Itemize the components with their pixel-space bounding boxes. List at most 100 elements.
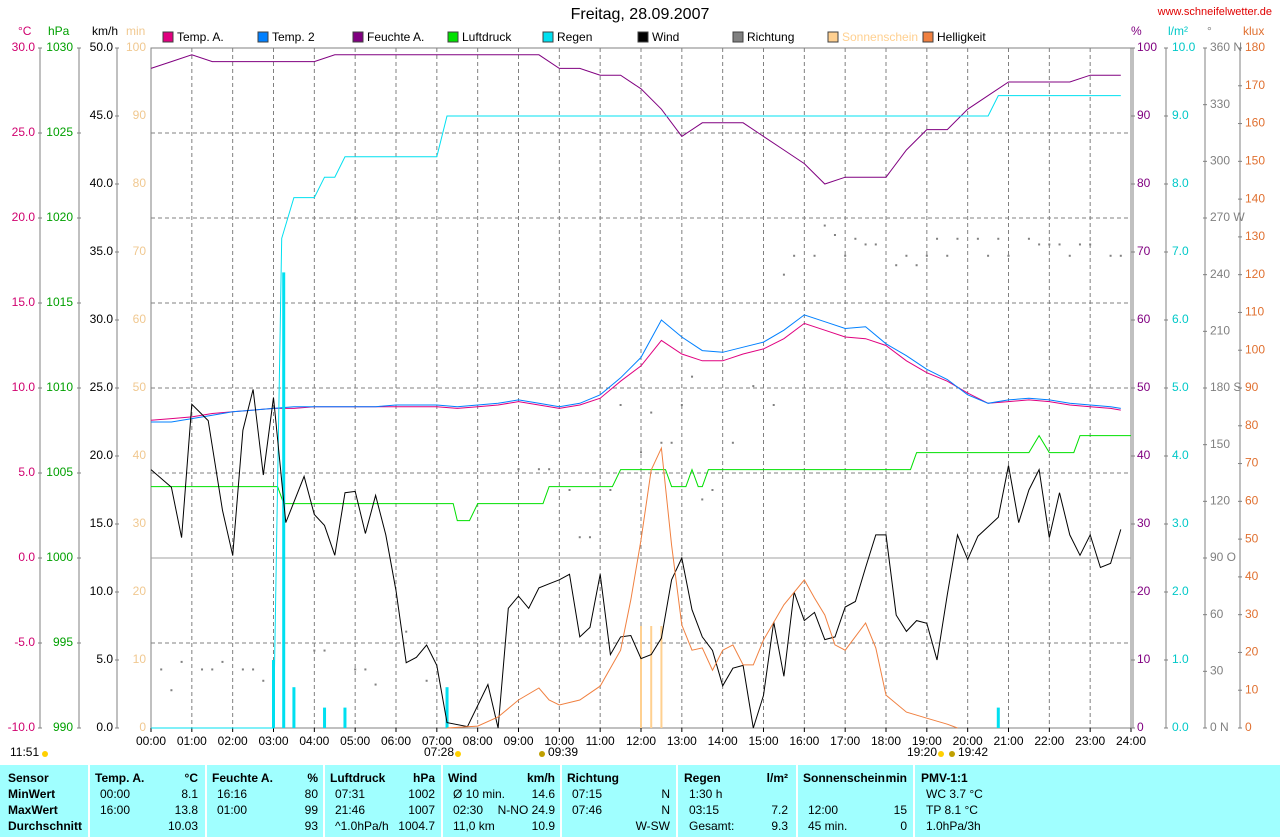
dot: [640, 451, 642, 454]
axis-tick-label: 80: [1137, 176, 1151, 190]
legend-label: Feuchte A.: [367, 30, 424, 44]
separator: [913, 765, 915, 837]
dot: [221, 660, 224, 663]
axis-tick-label: 60: [1210, 607, 1224, 621]
axis-tick-label: 90 O: [1210, 550, 1236, 564]
axis-tick-label: 360 N: [1210, 40, 1242, 54]
column-unit: hPa: [412, 771, 435, 785]
series-line: [151, 434, 1131, 522]
column-unit: km/h: [526, 771, 555, 785]
dot: [864, 243, 867, 246]
axis-tick-label: 990: [53, 720, 73, 734]
dot: [823, 224, 826, 227]
legend-label: Sonnenschein: [842, 30, 918, 44]
axis-tick-label: 15.0: [12, 295, 36, 309]
cell-value: W-SW: [635, 819, 670, 833]
sun-icon: [938, 751, 944, 757]
axis-unit: min: [126, 24, 145, 38]
axis-tick-label: 995: [53, 635, 73, 649]
x-tick-label: 10:00: [544, 734, 574, 748]
dot: [1119, 254, 1122, 257]
axis-tick-label: 100: [126, 40, 146, 54]
axis-tick-label: 150: [1210, 437, 1230, 451]
dot: [374, 683, 377, 686]
separator: [323, 765, 325, 837]
axis-tick-label: 90: [1137, 108, 1151, 122]
cell-value: 7.2: [771, 803, 788, 817]
axis-tick-label: 180: [1245, 40, 1265, 54]
axis-tick-label: 90: [133, 108, 147, 122]
dot: [170, 689, 173, 692]
bar: [292, 687, 296, 728]
x-tick-label: 16:00: [789, 734, 819, 748]
dot: [752, 385, 755, 388]
cell-label: 1:30 h: [689, 787, 723, 801]
cell-label: 16:00: [100, 803, 131, 817]
dot: [262, 679, 265, 682]
axis-tick-label: 40: [1137, 448, 1151, 462]
dot: [1089, 243, 1092, 246]
axis-tick-label: 0: [1245, 720, 1252, 734]
series-line: [150, 54, 1121, 185]
axis-tick-label: 1025: [46, 125, 73, 139]
axis-tick-label: 5.0: [96, 652, 113, 666]
chart-title: Freitag, 28.09.2007: [571, 6, 710, 23]
dot: [701, 498, 704, 501]
dot: [711, 489, 714, 491]
column-title: Wind: [448, 771, 478, 785]
column-title: Temp. A.: [95, 771, 145, 785]
axis-unit: l/m²: [1168, 24, 1188, 38]
column-unit: min: [885, 771, 907, 785]
axis-tick-label: 1.0: [1172, 652, 1189, 666]
sun-icon: [539, 751, 545, 757]
dot: [160, 668, 163, 671]
sun-time: 19:42: [958, 745, 988, 759]
dot: [915, 264, 918, 267]
chart: Freitag, 28.09.2007 www.schneifelwetter.…: [8, 6, 1272, 759]
axis-tick-label: 30: [133, 516, 147, 530]
axis-tick-label: 120: [1210, 494, 1230, 508]
axis-tick-label: 70: [133, 244, 147, 258]
axis-tick-label: 130: [1245, 229, 1265, 243]
sun-time: 07:28: [424, 745, 454, 759]
legend-label: Regen: [557, 30, 592, 44]
axis-tick-label: 30.0: [12, 40, 36, 54]
axis-tick-label: 45.0: [90, 108, 114, 122]
column-unit: l/m²: [766, 771, 788, 785]
axis-unit: %: [1131, 24, 1142, 38]
dot: [660, 441, 663, 444]
axis-tick-label: 0.0: [96, 720, 113, 734]
x-tick-label: 12:00: [626, 734, 656, 748]
x-tick-label: 19:00: [912, 734, 942, 748]
axis-tick-label: 30: [1137, 516, 1151, 530]
axis-tick-label: 60: [1137, 312, 1151, 326]
dot: [956, 237, 959, 240]
dot: [772, 404, 775, 406]
axis-tick-label: 80: [133, 176, 147, 190]
cell-value: 80: [304, 787, 318, 801]
axis-tick-label: 240: [1210, 267, 1230, 281]
axis-tick-label: 10.0: [1172, 40, 1196, 54]
axis-unit: °C: [18, 24, 32, 38]
column-unit: °C: [184, 771, 198, 785]
dot: [548, 468, 551, 471]
dot: [425, 679, 428, 682]
cell-label: 02:30: [453, 803, 484, 817]
axis-unit: °: [1207, 24, 1212, 38]
axis-tick-label: 150: [1245, 154, 1265, 168]
axis-tick-label: 6.0: [1172, 312, 1189, 326]
dot: [925, 254, 928, 257]
axis-tick-label: 10: [133, 652, 147, 666]
cell-label: 12:00: [808, 803, 839, 817]
axis-tick-label: 210: [1210, 324, 1230, 338]
dot: [619, 404, 622, 406]
x-tick-label: 04:00: [299, 734, 329, 748]
x-tick-label: 23:00: [1075, 734, 1105, 748]
row-label: MaxWert: [8, 803, 58, 817]
axis-tick-label: 180 S: [1210, 380, 1241, 394]
axis-tick-label: 110: [1245, 305, 1264, 319]
axis-tick-label: 30: [1245, 607, 1259, 621]
legend-swatch: [732, 31, 744, 43]
row-label: MinWert: [8, 787, 56, 801]
